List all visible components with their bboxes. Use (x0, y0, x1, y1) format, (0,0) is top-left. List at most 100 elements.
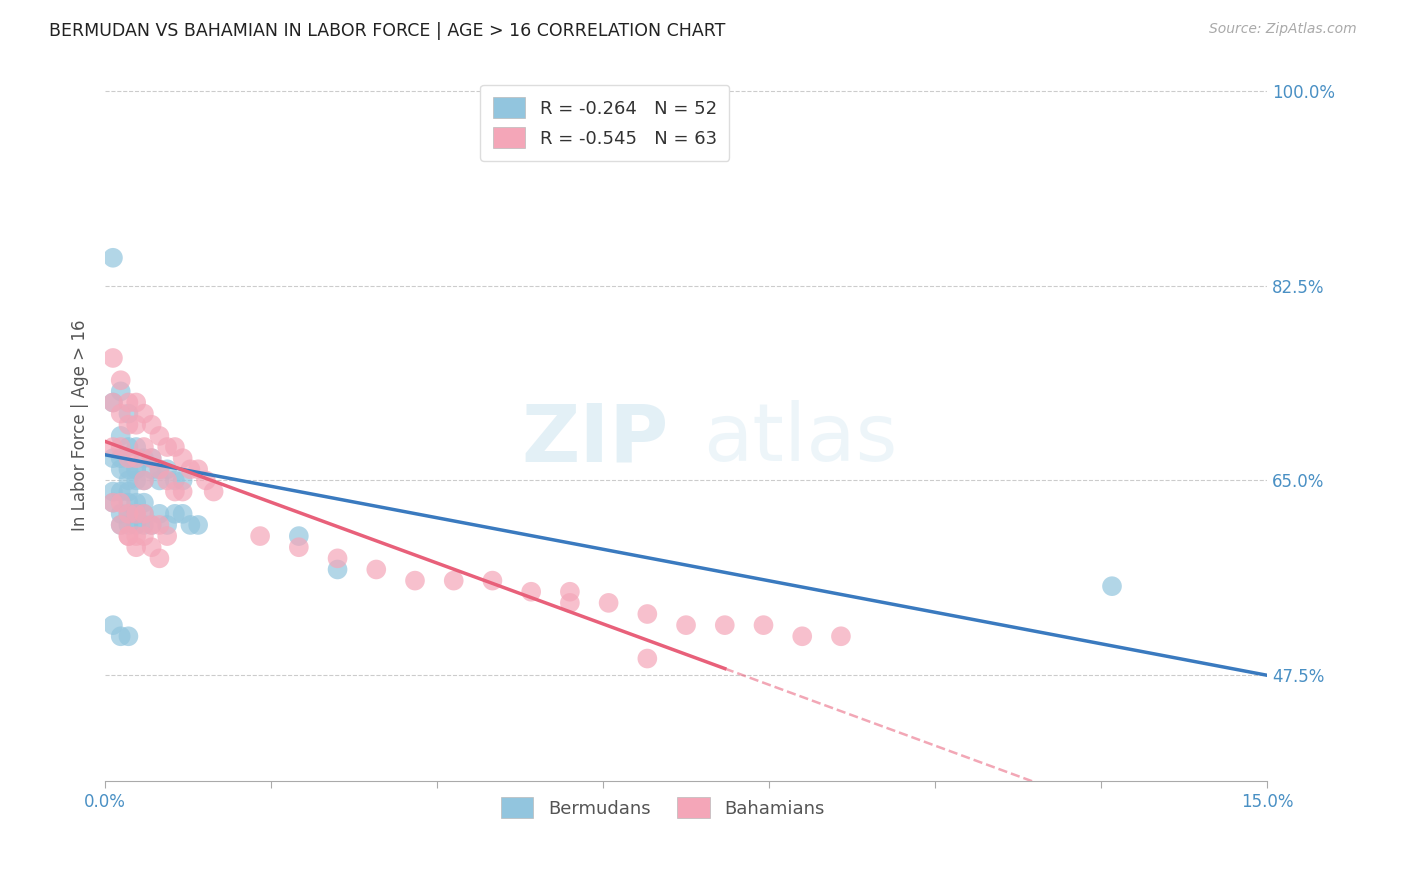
Point (172, 484, 194, 499)
Point (179, 518, 201, 533)
Point (132, 507, 155, 521)
Point (288, 529, 311, 543)
Point (1101, 579, 1123, 593)
Point (187, 462, 209, 476)
Point (520, 584, 543, 599)
Point (110, 373, 132, 387)
Point (117, 474, 139, 488)
Point (558, 596, 581, 610)
Text: ZIP: ZIP (522, 400, 669, 478)
Point (125, 462, 148, 476)
Text: BERMUDAN VS BAHAMIAN IN LABOR FORCE | AGE > 16 CORRELATION CHART: BERMUDAN VS BAHAMIAN IN LABOR FORCE | AG… (49, 22, 725, 40)
Point (132, 518, 155, 533)
Point (110, 407, 132, 421)
Point (117, 417, 139, 432)
Point (110, 496, 132, 510)
Point (132, 451, 155, 466)
Point (141, 451, 163, 466)
Point (404, 574, 426, 588)
Point (366, 562, 388, 576)
Point (117, 518, 139, 533)
Point (125, 440, 148, 454)
Point (156, 462, 179, 476)
Point (125, 496, 148, 510)
Point (752, 618, 775, 632)
Point (326, 551, 349, 566)
Point (141, 518, 163, 533)
Point (675, 618, 697, 632)
Point (117, 529, 139, 543)
Point (156, 529, 179, 543)
Point (125, 518, 148, 533)
Point (148, 474, 170, 488)
Point (117, 451, 139, 466)
Point (148, 551, 170, 566)
Point (163, 484, 186, 499)
Point (110, 507, 132, 521)
Point (713, 618, 735, 632)
Point (132, 507, 155, 521)
Point (110, 440, 132, 454)
Point (101, 251, 124, 265)
Point (101, 395, 124, 409)
Point (117, 629, 139, 643)
Point (156, 474, 179, 488)
Point (101, 496, 124, 510)
Point (830, 629, 852, 643)
Point (101, 351, 124, 365)
Point (110, 451, 132, 466)
Point (117, 484, 139, 499)
Point (194, 474, 217, 488)
Point (598, 596, 620, 610)
Point (110, 518, 132, 533)
Point (156, 440, 179, 454)
Point (141, 540, 163, 554)
Point (117, 496, 139, 510)
Point (148, 507, 170, 521)
Point (110, 629, 132, 643)
Point (125, 417, 148, 432)
Point (125, 395, 148, 409)
Point (117, 462, 139, 476)
Point (125, 507, 148, 521)
Point (117, 395, 139, 409)
Point (101, 395, 124, 409)
Point (117, 440, 139, 454)
Point (156, 518, 179, 533)
Point (101, 451, 124, 466)
Point (558, 584, 581, 599)
Point (148, 462, 170, 476)
Point (125, 451, 148, 466)
Point (117, 407, 139, 421)
Point (110, 462, 132, 476)
Point (101, 484, 124, 499)
Point (141, 518, 163, 533)
Point (101, 440, 124, 454)
Point (172, 451, 194, 466)
Point (187, 518, 209, 533)
Point (132, 474, 155, 488)
Point (110, 429, 132, 443)
Point (636, 651, 658, 665)
Point (101, 496, 124, 510)
Point (148, 429, 170, 443)
Point (110, 384, 132, 399)
Point (117, 529, 139, 543)
Legend: Bermudans, Bahamians: Bermudans, Bahamians (494, 790, 832, 825)
Point (141, 417, 163, 432)
Text: atlas: atlas (703, 400, 898, 478)
Point (481, 574, 503, 588)
Point (148, 462, 170, 476)
Point (101, 618, 124, 632)
Point (172, 507, 194, 521)
Text: Source: ZipAtlas.com: Source: ZipAtlas.com (1209, 22, 1357, 37)
Point (288, 540, 311, 554)
Point (636, 607, 658, 621)
Point (110, 484, 132, 499)
Point (132, 496, 155, 510)
Point (125, 462, 148, 476)
Point (141, 462, 163, 476)
Point (141, 451, 163, 466)
Point (148, 518, 170, 533)
Point (163, 440, 186, 454)
